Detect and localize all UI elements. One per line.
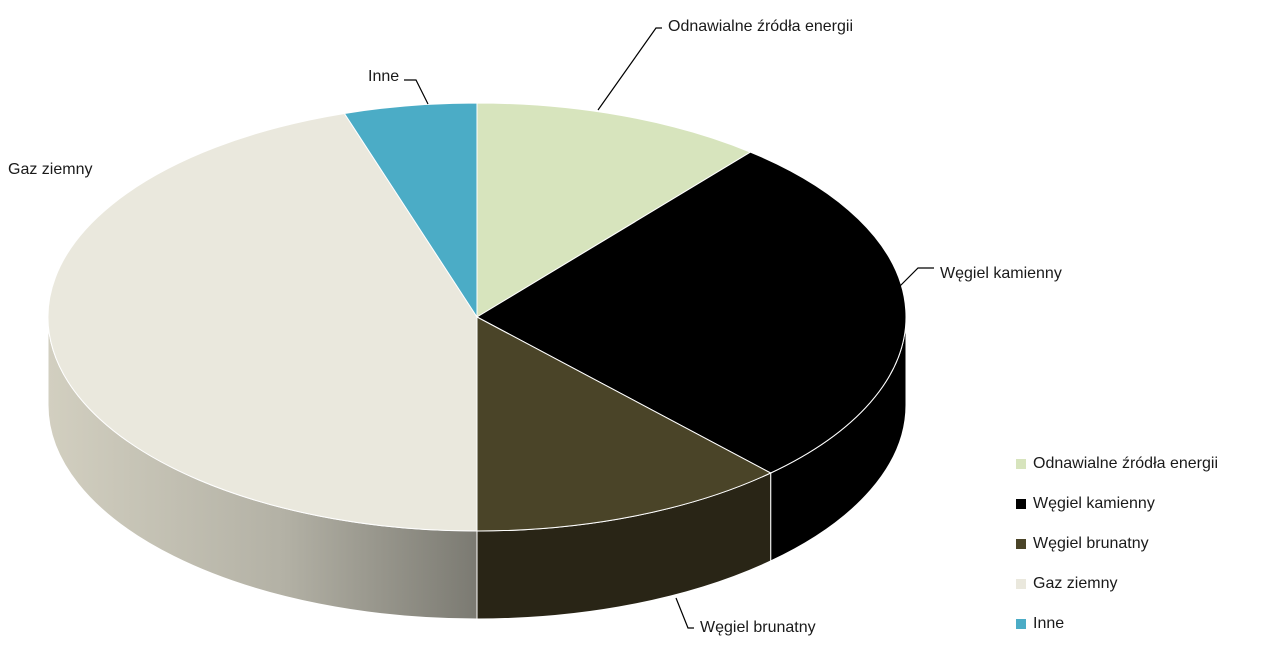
slice-inne xyxy=(343,102,478,319)
slice-label-gaz-ziemny: Gaz ziemny xyxy=(8,161,92,178)
pie-chart: Odnawialne źródła energii Węgiel kamienny… xyxy=(8,18,1062,636)
pie-top-faces xyxy=(47,102,907,532)
legend-label: Gaz ziemny xyxy=(1033,575,1118,592)
slice-label-odnawialne-zrodla-energii: Odnawialne źródła energii xyxy=(668,18,853,35)
legend-item-inne: Inne xyxy=(1016,614,1266,634)
legend-label: Węgiel brunatny xyxy=(1033,535,1149,552)
slice-labels: Odnawialne źródła energii Węgiel kamienny… xyxy=(8,18,1062,636)
leader-line-odnawialne-zrodla-energii xyxy=(597,27,662,111)
pie-side-walls xyxy=(47,316,907,620)
legend-label: Węgiel kamienny xyxy=(1033,495,1155,512)
slice-gaz-ziemny xyxy=(47,112,478,532)
legend-swatch xyxy=(1016,459,1026,469)
legend: Odnawialne źródła energii Węgiel kamienn… xyxy=(1016,454,1266,654)
legend-item-wegiel-brunatny: Węgiel brunatny xyxy=(1016,534,1266,554)
legend-swatch xyxy=(1016,579,1026,589)
legend-swatch xyxy=(1016,539,1026,549)
legend-swatch xyxy=(1016,619,1026,629)
slice-label-inne: Inne xyxy=(368,68,399,85)
slice-label-wegiel-brunatny: Węgiel brunatny xyxy=(700,619,816,636)
leader-line-inne xyxy=(404,79,429,105)
legend-item-gaz-ziemny: Gaz ziemny xyxy=(1016,574,1266,594)
slice-wegiel-kamienny xyxy=(475,151,907,474)
legend-item-odnawialne: Odnawialne źródła energii xyxy=(1016,454,1266,474)
legend-label: Inne xyxy=(1033,615,1065,632)
leader-line-wegiel-kamienny xyxy=(899,267,934,287)
slice-odnawialne-zrodla-energii xyxy=(476,102,752,318)
legend-label: Odnawialne źródła energii xyxy=(1033,455,1218,472)
slice-wegiel-brunatny xyxy=(476,316,772,532)
legend-item-wegiel-kamienny: Węgiel kamienny xyxy=(1016,494,1266,514)
slice-label-wegiel-kamienny: Węgiel kamienny xyxy=(940,265,1062,282)
legend-swatch xyxy=(1016,499,1026,509)
leader-line-wegiel-brunatny xyxy=(675,597,694,629)
